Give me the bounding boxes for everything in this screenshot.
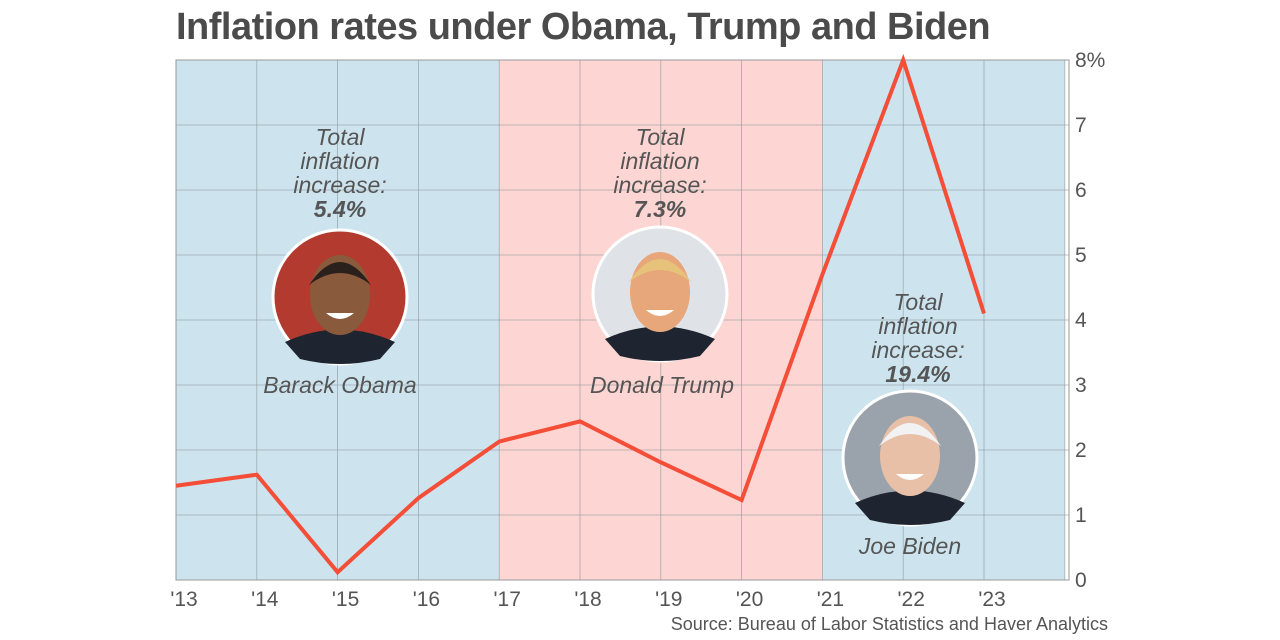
annotation-value: 7.3%	[634, 196, 686, 222]
person-name: Barack Obama	[263, 372, 416, 398]
portrait-hair	[879, 423, 941, 446]
annotation-text: increase:	[871, 337, 964, 363]
portrait-donald-trump	[591, 225, 729, 363]
chart-title: Inflation rates under Obama, Trump and B…	[176, 6, 991, 48]
y-tick-label: 6	[1075, 179, 1087, 202]
annotation-text: Total	[893, 289, 943, 315]
y-tick-label: 1	[1075, 504, 1087, 527]
portrait-smile	[326, 313, 354, 319]
annotation-value: 19.4%	[885, 361, 950, 387]
person-name: Donald Trump	[590, 372, 734, 398]
portrait-suit	[605, 326, 715, 361]
x-tick-label: '17	[494, 588, 521, 611]
x-tick-label: '19	[655, 588, 682, 611]
annotation-text: inflation	[878, 313, 957, 339]
x-tick-label: '18	[574, 588, 601, 611]
x-tick-label: '22	[898, 588, 925, 611]
y-tick-label: 7	[1075, 114, 1087, 137]
y-tick-label: 8%	[1075, 49, 1105, 72]
portrait-smile	[896, 474, 924, 480]
portrait-hair	[309, 262, 371, 285]
x-tick-label: '21	[817, 588, 844, 611]
annotation-text: Total	[635, 124, 685, 150]
portrait-hair	[629, 259, 691, 282]
y-tick-label: 3	[1075, 374, 1087, 397]
portrait-suit	[855, 490, 965, 525]
portrait-smile	[646, 310, 674, 316]
x-tick-label: '14	[251, 588, 279, 611]
annotation-text: Total	[315, 124, 365, 150]
portrait-barack-obama	[271, 228, 409, 366]
x-tick-label: '20	[736, 588, 763, 611]
x-tick-label: '13	[170, 588, 197, 611]
y-tick-label: 5	[1075, 244, 1087, 267]
y-tick-label: 2	[1075, 439, 1087, 462]
portrait-joe-biden	[841, 389, 979, 527]
portrait-suit	[285, 329, 395, 364]
plot-border	[175, 59, 1070, 581]
x-tick-label: '16	[413, 588, 440, 611]
source-note: Source: Bureau of Labor Statistics and H…	[670, 614, 1108, 634]
annotation-text: inflation	[300, 148, 379, 174]
annotation-text: increase:	[293, 172, 386, 198]
x-tick-label: '15	[332, 588, 359, 611]
y-tick-label: 4	[1075, 309, 1087, 332]
person-name: Joe Biden	[858, 533, 961, 559]
annotation-text: inflation	[620, 148, 699, 174]
y-tick-label: 0	[1075, 569, 1087, 592]
annotation-text: increase:	[613, 172, 706, 198]
annotation-value: 5.4%	[314, 196, 366, 222]
x-tick-label: '23	[978, 588, 1005, 611]
